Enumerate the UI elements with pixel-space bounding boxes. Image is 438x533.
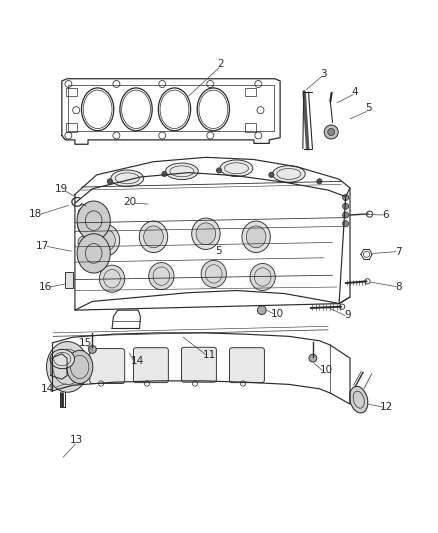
- Ellipse shape: [78, 252, 88, 264]
- Circle shape: [269, 172, 274, 177]
- Ellipse shape: [46, 342, 88, 392]
- FancyBboxPatch shape: [90, 349, 125, 384]
- Circle shape: [343, 195, 349, 200]
- Ellipse shape: [166, 163, 198, 180]
- Ellipse shape: [350, 386, 368, 413]
- Text: 10: 10: [319, 366, 332, 375]
- Ellipse shape: [201, 261, 226, 287]
- Ellipse shape: [78, 221, 88, 233]
- Bar: [66, 123, 77, 132]
- Text: 18: 18: [29, 209, 42, 219]
- Circle shape: [162, 171, 167, 176]
- Text: 11: 11: [203, 350, 216, 360]
- Ellipse shape: [111, 170, 144, 187]
- Text: 5: 5: [365, 103, 372, 114]
- FancyBboxPatch shape: [134, 348, 168, 383]
- Ellipse shape: [77, 201, 110, 240]
- Circle shape: [343, 203, 349, 209]
- FancyBboxPatch shape: [181, 348, 216, 382]
- Circle shape: [317, 179, 322, 184]
- Text: 10: 10: [271, 309, 284, 319]
- Text: 14: 14: [41, 384, 54, 394]
- Circle shape: [88, 345, 96, 353]
- Ellipse shape: [246, 226, 266, 248]
- Circle shape: [258, 306, 266, 314]
- Text: 2: 2: [217, 59, 224, 69]
- Bar: [245, 88, 256, 96]
- Circle shape: [216, 168, 222, 173]
- Circle shape: [107, 179, 113, 184]
- Circle shape: [309, 354, 317, 362]
- Bar: [66, 88, 77, 96]
- Ellipse shape: [149, 263, 174, 289]
- Ellipse shape: [95, 229, 115, 251]
- Ellipse shape: [272, 166, 305, 182]
- FancyBboxPatch shape: [230, 348, 265, 383]
- Text: 4: 4: [351, 87, 358, 97]
- Text: 9: 9: [345, 310, 351, 320]
- Ellipse shape: [139, 221, 168, 253]
- Ellipse shape: [196, 223, 216, 245]
- Ellipse shape: [192, 218, 220, 249]
- Ellipse shape: [242, 221, 270, 253]
- Ellipse shape: [220, 160, 253, 176]
- Ellipse shape: [250, 263, 276, 290]
- Ellipse shape: [67, 350, 93, 384]
- Circle shape: [343, 212, 349, 218]
- Circle shape: [343, 221, 349, 227]
- Text: 7: 7: [396, 247, 402, 257]
- Ellipse shape: [78, 208, 88, 220]
- Ellipse shape: [50, 350, 74, 369]
- Circle shape: [324, 125, 338, 139]
- Text: 3: 3: [321, 69, 327, 78]
- Text: 19: 19: [54, 184, 67, 194]
- Bar: [65, 272, 73, 288]
- Ellipse shape: [78, 236, 88, 248]
- Text: 15: 15: [79, 338, 92, 348]
- Text: 16: 16: [39, 282, 52, 292]
- Bar: [245, 123, 256, 132]
- Text: 8: 8: [396, 281, 402, 292]
- Ellipse shape: [144, 226, 163, 248]
- Ellipse shape: [77, 234, 110, 273]
- Text: 13: 13: [70, 435, 83, 445]
- Text: 17: 17: [35, 241, 49, 252]
- Ellipse shape: [91, 224, 120, 256]
- Text: 14: 14: [131, 356, 144, 366]
- Text: 12: 12: [380, 402, 393, 412]
- Text: 20: 20: [123, 197, 136, 207]
- Text: 6: 6: [382, 210, 389, 220]
- Ellipse shape: [99, 265, 125, 292]
- Circle shape: [328, 128, 335, 135]
- Text: 5: 5: [215, 246, 223, 256]
